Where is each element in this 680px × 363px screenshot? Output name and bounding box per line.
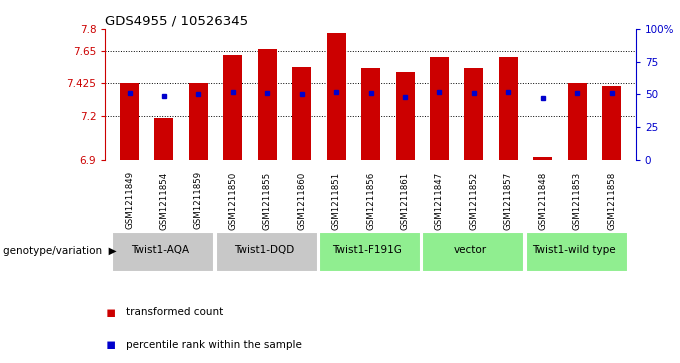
Bar — [430, 57, 449, 160]
Text: Twist1-AQA: Twist1-AQA — [131, 245, 190, 256]
Text: percentile rank within the sample: percentile rank within the sample — [126, 340, 302, 350]
Text: ▪: ▪ — [105, 337, 116, 352]
Text: GSM1211855: GSM1211855 — [262, 171, 272, 229]
Text: Twist1-F191G: Twist1-F191G — [333, 245, 402, 256]
Text: GSM1211852: GSM1211852 — [469, 171, 479, 229]
Bar — [361, 68, 380, 160]
Bar — [533, 157, 552, 160]
Text: vector: vector — [454, 245, 487, 256]
Bar — [189, 83, 208, 160]
Text: GSM1211849: GSM1211849 — [125, 171, 134, 229]
Text: Twist1-wild type: Twist1-wild type — [532, 245, 615, 256]
Text: Twist1-DQD: Twist1-DQD — [234, 245, 294, 256]
Bar — [319, 232, 421, 272]
Text: GSM1211859: GSM1211859 — [194, 171, 203, 229]
Bar — [568, 83, 587, 160]
Text: ▪: ▪ — [105, 305, 116, 320]
Bar — [396, 72, 415, 160]
Bar — [602, 86, 621, 160]
Bar — [422, 232, 524, 272]
Bar — [292, 67, 311, 160]
Text: transformed count: transformed count — [126, 307, 223, 317]
Bar — [464, 68, 483, 160]
Bar — [112, 232, 214, 272]
Bar — [326, 33, 345, 160]
Text: GSM1211847: GSM1211847 — [435, 171, 444, 229]
Text: GSM1211861: GSM1211861 — [401, 171, 409, 229]
Text: GSM1211853: GSM1211853 — [573, 171, 582, 229]
Bar — [120, 83, 139, 160]
Bar — [223, 55, 242, 160]
Text: GSM1211851: GSM1211851 — [332, 171, 341, 229]
Text: GSM1211858: GSM1211858 — [607, 171, 616, 229]
Text: GSM1211850: GSM1211850 — [228, 171, 237, 229]
Bar — [499, 57, 518, 160]
Text: genotype/variation  ▶: genotype/variation ▶ — [3, 246, 117, 256]
Bar — [216, 232, 318, 272]
Bar — [258, 49, 277, 160]
Text: GSM1211854: GSM1211854 — [159, 171, 169, 229]
Bar — [154, 118, 173, 160]
Text: GSM1211848: GSM1211848 — [539, 171, 547, 229]
Text: GSM1211856: GSM1211856 — [366, 171, 375, 229]
Text: GSM1211860: GSM1211860 — [297, 171, 306, 229]
Bar — [526, 232, 628, 272]
Text: GDS4955 / 10526345: GDS4955 / 10526345 — [105, 15, 248, 28]
Text: GSM1211857: GSM1211857 — [504, 171, 513, 229]
